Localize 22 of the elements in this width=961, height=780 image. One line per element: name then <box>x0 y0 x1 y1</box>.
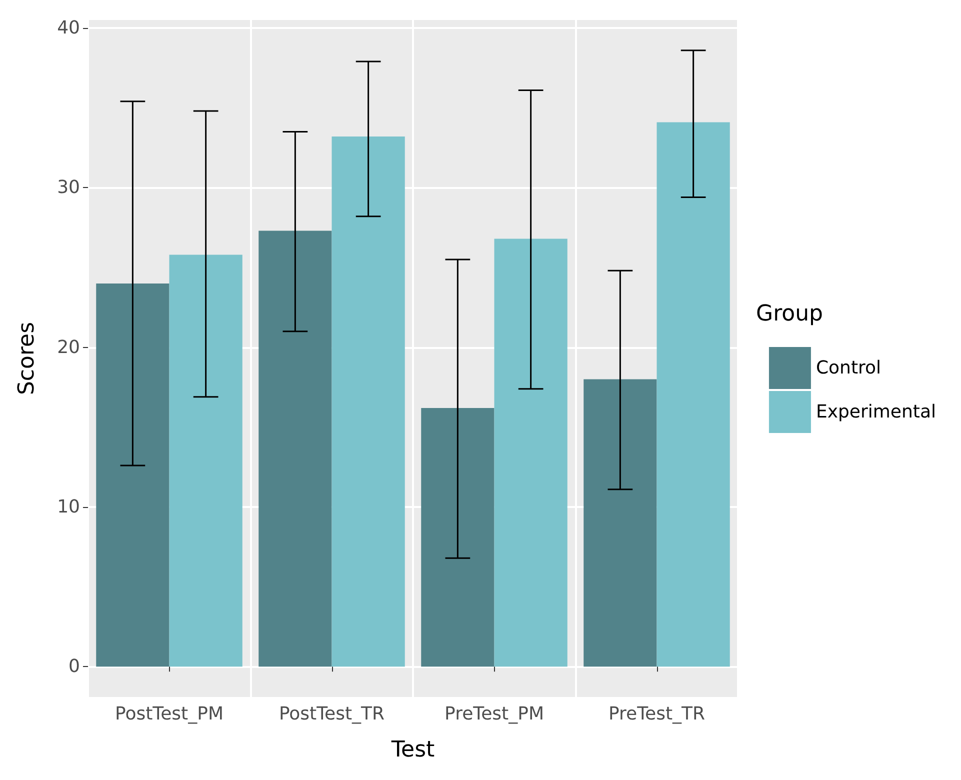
y-tick-label: 40 <box>57 17 80 38</box>
bar <box>169 254 242 667</box>
bar <box>96 283 170 667</box>
bar <box>584 379 657 667</box>
bar <box>656 122 730 667</box>
y-tick-label: 0 <box>68 656 80 678</box>
x-tick-label: PreTest_TR <box>608 704 706 724</box>
x-tick-label: PostTest_PM <box>115 704 224 724</box>
bar <box>494 238 568 667</box>
y-tick-label: 10 <box>57 496 80 518</box>
y-tick-label: 30 <box>57 177 80 198</box>
y-axis-title: Scores <box>14 322 40 396</box>
x-tick-label: PostTest_TR <box>278 704 385 724</box>
legend-label: Control <box>816 358 882 378</box>
legend-title: Group <box>756 302 824 326</box>
x-axis-title: Test <box>390 738 436 762</box>
bar <box>421 408 494 667</box>
legend-label: Experimental <box>816 402 936 422</box>
bar <box>258 230 332 667</box>
bar <box>332 136 405 667</box>
y-tick-label: 20 <box>57 336 80 358</box>
x-tick-label: PreTest_PM <box>444 704 544 724</box>
